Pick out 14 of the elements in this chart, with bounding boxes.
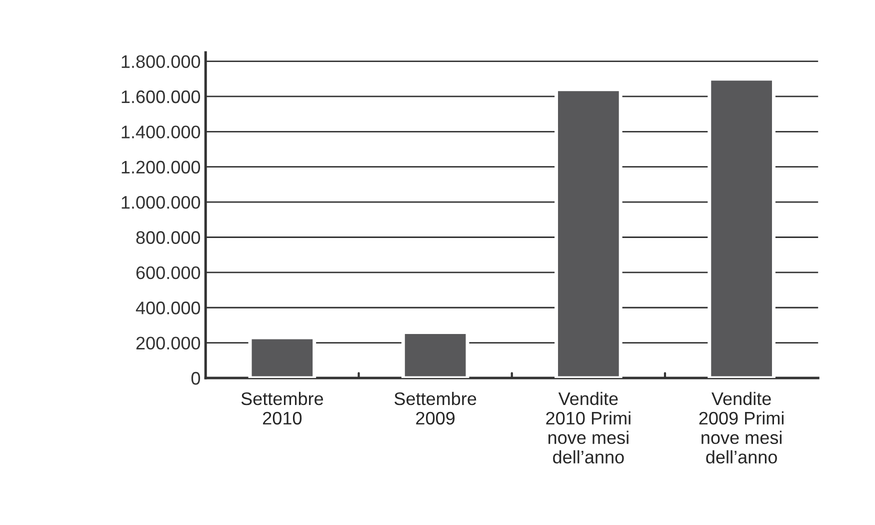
x-tick-label: Settembre 2010 [241, 392, 324, 425]
y-tick-label: 600.000 [136, 266, 200, 280]
y-tick-label: 800.000 [136, 231, 200, 244]
y-tick-label: 1.600.000 [122, 90, 200, 104]
x-tick-label: Vendite 2009 Primi nove mesi dell’anno [699, 392, 784, 464]
x-tick-label: Settembre 2009 [394, 392, 476, 425]
y-tick-label: 1.000.000 [122, 196, 200, 209]
y-tick-label: 1.200.000 [122, 160, 200, 174]
y-tick-label: 0 [191, 372, 200, 385]
y-tick-label: 400.000 [136, 302, 200, 314]
x-tick-label: Vendite 2010 Primi nove mesi dell’anno [546, 392, 630, 464]
y-tick-label: 200.000 [136, 336, 200, 350]
y-tick-label: 1.400.000 [122, 126, 200, 138]
y-tick-label: 1.800.000 [122, 55, 200, 68]
